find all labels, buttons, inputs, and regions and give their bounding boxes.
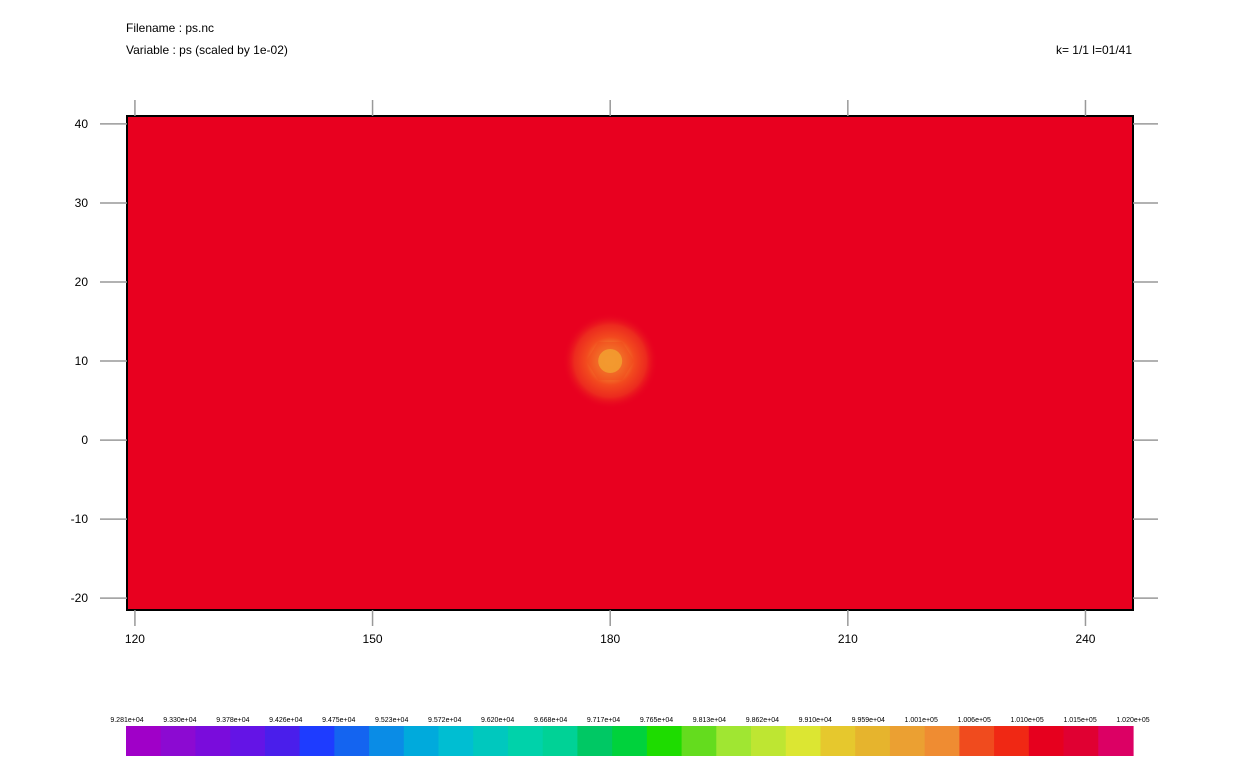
colorbar-swatch [299, 726, 335, 756]
x-tick-label: 210 [838, 632, 858, 646]
colorbar-label: 9.862e+04 [746, 717, 779, 724]
colorbar-label: 1.015e+05 [1063, 717, 1096, 724]
colorbar-swatch [542, 726, 579, 756]
colorbar-swatch [334, 726, 370, 756]
colorbar-swatch [369, 726, 405, 756]
x-tick-label: 180 [600, 632, 620, 646]
x-tick-label: 240 [1075, 632, 1095, 646]
colorbar-swatch [994, 726, 1030, 756]
colorbar-label: 9.717e+04 [587, 717, 620, 724]
y-tick-label: -10 [71, 512, 89, 526]
colorbar-label: 9.378e+04 [216, 717, 249, 724]
colorbar-label: 1.001e+05 [905, 717, 938, 724]
colorbar-label: 9.523e+04 [375, 717, 408, 724]
colorbar-label: 9.426e+04 [269, 717, 302, 724]
colorbar-swatch [230, 726, 266, 756]
x-tick-label: 150 [363, 632, 383, 646]
index-label: k= 1/1 l=01/41 [1055, 43, 1132, 57]
colorbar-label: 9.281e+04 [110, 717, 143, 724]
colorbar-label: 9.813e+04 [693, 717, 726, 724]
colorbar-swatch [681, 726, 717, 756]
colorbar-swatch [820, 726, 856, 756]
colorbar-swatch [1098, 726, 1134, 756]
colorbar-label: 1.010e+05 [1010, 717, 1043, 724]
y-tick-label: -20 [71, 591, 89, 605]
colorbar-swatch [751, 726, 787, 756]
colorbar: 9.281e+04 9.330e+04 9.378e+04 9.426e+04 9.47… [110, 717, 1150, 756]
y-tick-label: 0 [81, 433, 88, 447]
colorbar-swatch [612, 726, 648, 756]
y-tick-label: 10 [75, 354, 89, 368]
y-tick-label: 40 [75, 117, 89, 131]
colorbar-swatch [264, 726, 301, 756]
y-axis: 40 30 20 10 0 -10 -20 [71, 117, 1158, 605]
colorbar-label: 9.910e+04 [799, 717, 832, 724]
low-pressure-core [598, 349, 623, 374]
colorbar-swatch [473, 726, 509, 756]
y-tick-label: 30 [75, 196, 89, 210]
x-tick-label: 120 [125, 632, 145, 646]
colorbar-swatch [889, 726, 926, 756]
colorbar-swatch [924, 726, 960, 756]
colorbar-label: 9.959e+04 [852, 717, 885, 724]
plot-frame [126, 115, 1134, 611]
variable-label: Variable : ps (scaled by 1e-02) [126, 43, 288, 57]
colorbar-swatch [959, 726, 995, 756]
y-tick-label: 20 [75, 275, 89, 289]
colorbar-label: 9.668e+04 [534, 717, 567, 724]
colorbar-swatch [438, 726, 474, 756]
colorbar-swatch [507, 726, 544, 756]
colorbar-label: 9.765e+04 [640, 717, 673, 724]
colorbar-swatch [126, 726, 162, 756]
colorbar-swatch [1063, 726, 1099, 756]
filename-label: Filename : ps.nc [126, 21, 215, 35]
x-axis: 120 150 180 210 240 [125, 100, 1096, 646]
colorbar-label: 1.020e+05 [1116, 717, 1149, 724]
colorbar-swatch [403, 726, 440, 756]
colorbar-swatch [646, 726, 683, 756]
colorbar-label: 9.572e+04 [428, 717, 461, 724]
colorbar-swatch [785, 726, 822, 756]
colorbar-swatch [716, 726, 752, 756]
colorbar-label: 9.620e+04 [481, 717, 514, 724]
colorbar-label: 9.330e+04 [163, 717, 196, 724]
colorbar-swatch [855, 726, 891, 756]
colorbar-swatch [195, 726, 231, 756]
colorbar-label: 9.475e+04 [322, 717, 355, 724]
colorbar-swatch [1028, 726, 1065, 756]
colorbar-label: 1.006e+05 [958, 717, 991, 724]
colorbar-swatch [160, 726, 197, 756]
colorbar-swatch [577, 726, 613, 756]
